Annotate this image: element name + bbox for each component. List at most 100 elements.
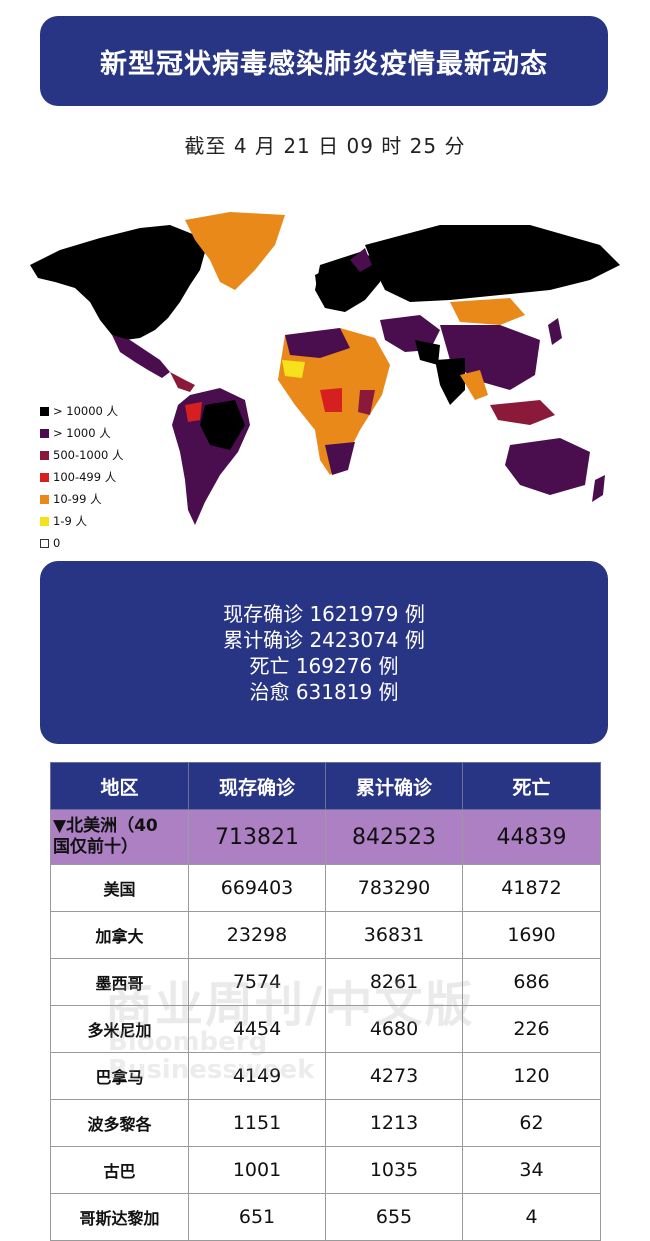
table-row: 多米尼加 4454 4680 226: [50, 1005, 601, 1053]
timestamp: 截至 4 月 21 日 09 时 25 分: [184, 134, 466, 158]
south-africa-shape: [325, 442, 355, 475]
legend-label: 100-499 人: [53, 470, 117, 484]
legend-label: > 1000 人: [53, 426, 111, 440]
legend-swatch: [40, 538, 49, 548]
row-region: 哥斯达黎加: [50, 1193, 189, 1241]
row-deaths: 34: [462, 1146, 601, 1194]
region-table: 地区 现存确诊 累计确诊 死亡 ▼北美洲（40 国仅前十） 713821 842…: [50, 762, 601, 1241]
legend-swatch: [40, 450, 49, 460]
row-total: 4273: [325, 1052, 463, 1100]
row-deaths: 226: [462, 1005, 601, 1053]
watermark-brand-line2: Businessweek: [108, 1055, 315, 1085]
legend-item: 500-1000 人: [40, 444, 124, 466]
title-banner: 新型冠状病毒感染肺炎疫情最新动态: [40, 16, 608, 106]
row-total: 1213: [325, 1099, 463, 1147]
china-shape: [440, 325, 540, 390]
legend-item: > 10000 人: [40, 400, 124, 422]
summary-total: 842523: [325, 809, 463, 865]
row-current: 1001: [188, 1146, 326, 1194]
stat-deaths: 死亡 169276 例: [249, 653, 399, 678]
data-table: 地区 现存确诊 累计确诊 死亡 ▼北美洲（40 国仅前十） 713821 842…: [50, 762, 601, 1241]
row-current: 1151: [188, 1099, 326, 1147]
summary-region-line2: 国仅前十）: [53, 837, 138, 857]
row-current: 669403: [188, 864, 326, 912]
table-row: 波多黎各 1151 1213 62: [50, 1099, 601, 1147]
legend-item: 1-9 人: [40, 510, 124, 532]
legend-item: 0: [40, 532, 124, 554]
row-current: 23298: [188, 911, 326, 959]
uk-shape: [315, 270, 326, 290]
header-total: 累计确诊: [325, 762, 463, 810]
russia-shape: [365, 225, 620, 302]
row-current: 651: [188, 1193, 326, 1241]
row-region: 古巴: [50, 1146, 189, 1194]
row-deaths: 686: [462, 958, 601, 1006]
west-africa-shape: [282, 360, 305, 378]
summary-region[interactable]: ▼北美洲（40 国仅前十）: [50, 809, 189, 865]
legend-swatch: [40, 472, 49, 482]
legend-label: 0: [53, 536, 61, 550]
world-map-graphic: [30, 212, 620, 525]
world-map: [20, 190, 630, 550]
legend-item: 100-499 人: [40, 466, 124, 488]
indonesia-shape: [490, 400, 555, 425]
row-total: 655: [325, 1193, 463, 1241]
central-america-shape: [170, 372, 195, 392]
summary-current: 713821: [188, 809, 326, 865]
summary-row-north-america[interactable]: ▼北美洲（40 国仅前十） 713821 842523 44839: [50, 809, 601, 865]
mexico-shape: [112, 335, 170, 378]
row-region: 加拿大: [50, 911, 189, 959]
row-current: 7574: [188, 958, 326, 1006]
table-row: 加拿大 23298 36831 1690: [50, 911, 601, 959]
row-total: 1035: [325, 1146, 463, 1194]
brazil-shape: [200, 400, 245, 450]
legend-label: 500-1000 人: [53, 448, 124, 462]
north-america-shape: [30, 225, 205, 340]
table-row: 墨西哥 7574 8261 686: [50, 958, 601, 1006]
legend-swatch: [40, 494, 49, 504]
india-shape: [435, 358, 465, 405]
east-africa-shape: [358, 390, 375, 415]
southeast-asia-shape: [460, 370, 488, 400]
venezuela-shape: [185, 402, 202, 422]
row-deaths: 4: [462, 1193, 601, 1241]
greenland-shape: [185, 212, 285, 290]
mongolia-shape: [450, 298, 525, 325]
watermark-brand-line1: Bloomberg: [108, 1027, 268, 1057]
scandinavia-shape: [350, 248, 372, 272]
stat-recovered: 治愈 631819 例: [249, 679, 399, 704]
new-zealand-shape: [592, 475, 605, 502]
central-africa-shape: [320, 388, 342, 412]
watermark: 商业周刊/中文版: [105, 977, 475, 1033]
header-deaths: 死亡: [462, 762, 601, 810]
summary-deaths: 44839: [462, 809, 601, 865]
header-region: 地区: [50, 762, 189, 810]
north-africa-shape: [285, 328, 350, 358]
stat-current: 现存确诊 1621979 例: [223, 601, 425, 626]
iran-shape: [415, 340, 440, 365]
summary-region-line1: ▼北美洲（40: [53, 816, 158, 836]
legend-label: 10-99 人: [53, 492, 102, 506]
stat-total: 累计确诊 2423074 例: [223, 627, 425, 652]
row-region: 美国: [50, 864, 189, 912]
japan-shape: [548, 318, 562, 345]
row-total: 8261: [325, 958, 463, 1006]
row-deaths: 1690: [462, 911, 601, 959]
legend-label: 1-9 人: [53, 514, 87, 528]
legend-item: > 1000 人: [40, 422, 124, 444]
stats-summary: 现存确诊 1621979 例 累计确诊 2423074 例 死亡 169276 …: [40, 561, 608, 744]
legend-item: 10-99 人: [40, 488, 124, 510]
header-current: 现存确诊: [188, 762, 326, 810]
watermark-brand: Bloomberg Businessweek: [108, 1028, 314, 1084]
table-row: 古巴 1001 1035 34: [50, 1146, 601, 1194]
legend-swatch: [40, 428, 49, 438]
row-total: 36831: [325, 911, 463, 959]
row-region: 波多黎各: [50, 1099, 189, 1147]
row-total: 783290: [325, 864, 463, 912]
table-row: 哥斯达黎加 651 655 4: [50, 1193, 601, 1241]
row-deaths: 120: [462, 1052, 601, 1100]
row-deaths: 41872: [462, 864, 601, 912]
legend-swatch: [40, 516, 49, 526]
page-title: 新型冠状病毒感染肺炎疫情最新动态: [100, 48, 548, 80]
legend-swatch: [40, 406, 49, 416]
